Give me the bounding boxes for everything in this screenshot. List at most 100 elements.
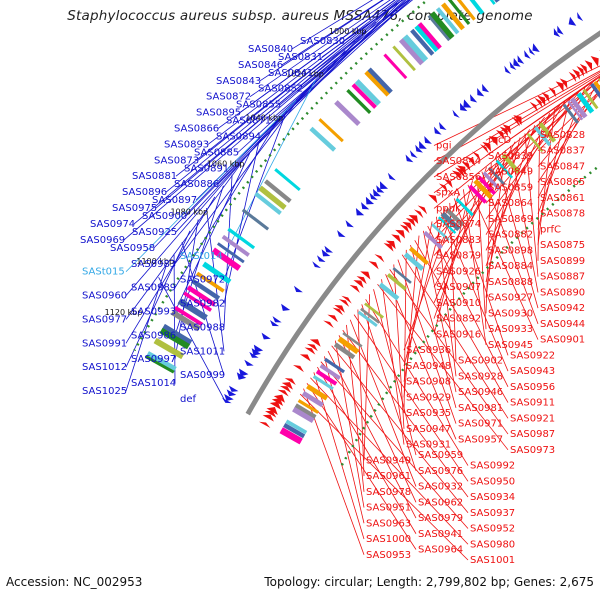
leader-line: [217, 0, 396, 129]
gene-label-forward: SAS0895: [196, 108, 241, 119]
leader-line: [349, 319, 417, 487]
leader-line: [485, 113, 551, 251]
cog-category-block: [346, 89, 372, 114]
leader-line: [365, 299, 469, 466]
gene-label-forward: SAS0997: [131, 354, 176, 365]
reverse-strand-gene: [417, 205, 428, 215]
leader-line: [537, 76, 600, 199]
gene-label-forward: SAS1014: [131, 378, 176, 389]
leader-line: [343, 0, 404, 42]
cog-category-block: [562, 103, 580, 124]
forward-strand-gene: [504, 65, 512, 75]
forward-strand-gene: [244, 359, 254, 366]
leader-line: [125, 196, 216, 344]
cog-category-block: [473, 179, 493, 200]
cog-category-block: [414, 24, 439, 53]
cog-category-block: [196, 271, 225, 293]
reverse-strand-gene: [541, 92, 550, 103]
cog-category-block: [258, 185, 287, 210]
gene-label-forward: SAS0900: [142, 211, 187, 222]
cog-category-block: [487, 166, 506, 186]
gene-label-reverse: SAS0992: [470, 461, 515, 472]
cog-category-block: [435, 7, 460, 35]
cog-category-block: [221, 234, 250, 257]
gene-label-forward: SAS0852: [258, 84, 303, 95]
leader-line: [397, 259, 457, 424]
cog-category-block: [297, 399, 320, 414]
gene-label-forward: SAS0873: [154, 155, 199, 166]
reverse-strand-gene: [309, 339, 321, 347]
reverse-strand-gene: [262, 414, 274, 422]
cog-category-block: [280, 427, 303, 443]
cog-category-block: [410, 28, 435, 56]
leader-line: [433, 65, 600, 146]
kbp-tick-label: 1020 kbp: [286, 69, 324, 78]
gene-label-reverse: SAS0981: [458, 403, 503, 414]
forward-strand-gene: [405, 154, 414, 163]
gene-label-forward: SAS0977: [82, 314, 127, 325]
leader-line: [422, 230, 457, 393]
reverse-strand-gene: [451, 170, 461, 180]
gene-label-forward: SAS0831: [278, 52, 323, 63]
cog-category-block: [334, 100, 361, 127]
cog-category-block: [227, 227, 256, 250]
leader-line: [153, 69, 326, 249]
cog-category-block: [292, 406, 315, 424]
leader-line: [363, 294, 370, 461]
forward-strand-gene: [272, 316, 282, 323]
cog-category-block: [469, 0, 485, 15]
reverse-strand-gene: [277, 389, 289, 397]
leader-line: [377, 283, 509, 451]
gene-label-forward: SAS0894: [216, 131, 261, 142]
gene-label-forward: SAS0969: [80, 235, 125, 246]
gene-label-reverse: SAS0951: [366, 503, 411, 514]
gene-label-reverse: SAS0910: [436, 298, 481, 309]
cog-category-block: [170, 309, 201, 332]
kbp-tick-label: 1000 kbp: [329, 27, 367, 36]
gene-label-reverse: SAS0865: [540, 177, 585, 188]
gene-label-reverse: SAS0932: [418, 482, 463, 493]
forward-strand-gene: [415, 144, 423, 153]
gene-label-forward: def: [180, 394, 197, 405]
cog-category-block: [285, 419, 308, 435]
leader-line: [311, 0, 410, 74]
gene-label-reverse: SAS0864: [488, 198, 533, 209]
reverse-strand-gene: [299, 354, 311, 362]
gene-label-reverse: SAS0907: [436, 282, 481, 293]
reverse-strand-gene: [338, 299, 350, 307]
cog-category-block: [398, 38, 424, 66]
reverse-strand-gene: [466, 156, 476, 167]
gene-label-reverse: SAS0875: [540, 240, 585, 251]
cog-category-block: [408, 246, 429, 266]
forward-strand-gene: [226, 389, 237, 397]
leader-line: [467, 184, 539, 340]
gene-label-reverse: SAS0957: [458, 434, 503, 445]
cog-category-block: [569, 97, 588, 119]
forward-strand-gene: [249, 351, 259, 358]
reverse-strand-gene: [334, 304, 345, 313]
gene-label-reverse: SAS0908: [406, 377, 451, 388]
forward-strand-gene: [452, 109, 460, 118]
gene-label-reverse: SAS0961: [366, 471, 411, 482]
kbp-tick-label: 1120 kbp: [105, 308, 143, 317]
cog-category-block: [190, 278, 221, 301]
reverse-strand-gene: [360, 271, 371, 280]
reverse-strand-gene: [306, 343, 318, 352]
leader-line: [410, 244, 457, 408]
cog-category-block: [283, 423, 306, 439]
reverse-strand-gene: [479, 144, 489, 154]
reverse-strand-gene: [293, 365, 304, 373]
cog-category-block: [357, 310, 378, 328]
reverse-strand-gene: [356, 276, 367, 285]
reverse-strand-gene: [559, 78, 568, 89]
leader-line: [537, 121, 541, 261]
cog-category-block: [456, 0, 476, 21]
gene-label-forward: SAS0986: [131, 330, 176, 341]
gene-label-forward: SAS0991: [82, 338, 127, 349]
leader-line: [165, 2, 398, 193]
leader-line: [485, 78, 600, 188]
cog-category-block: [582, 88, 599, 110]
gene-label-reverse: SAS0878: [540, 209, 585, 220]
forward-strand-gene: [324, 245, 334, 253]
gene-label-reverse: pgi: [436, 140, 451, 151]
